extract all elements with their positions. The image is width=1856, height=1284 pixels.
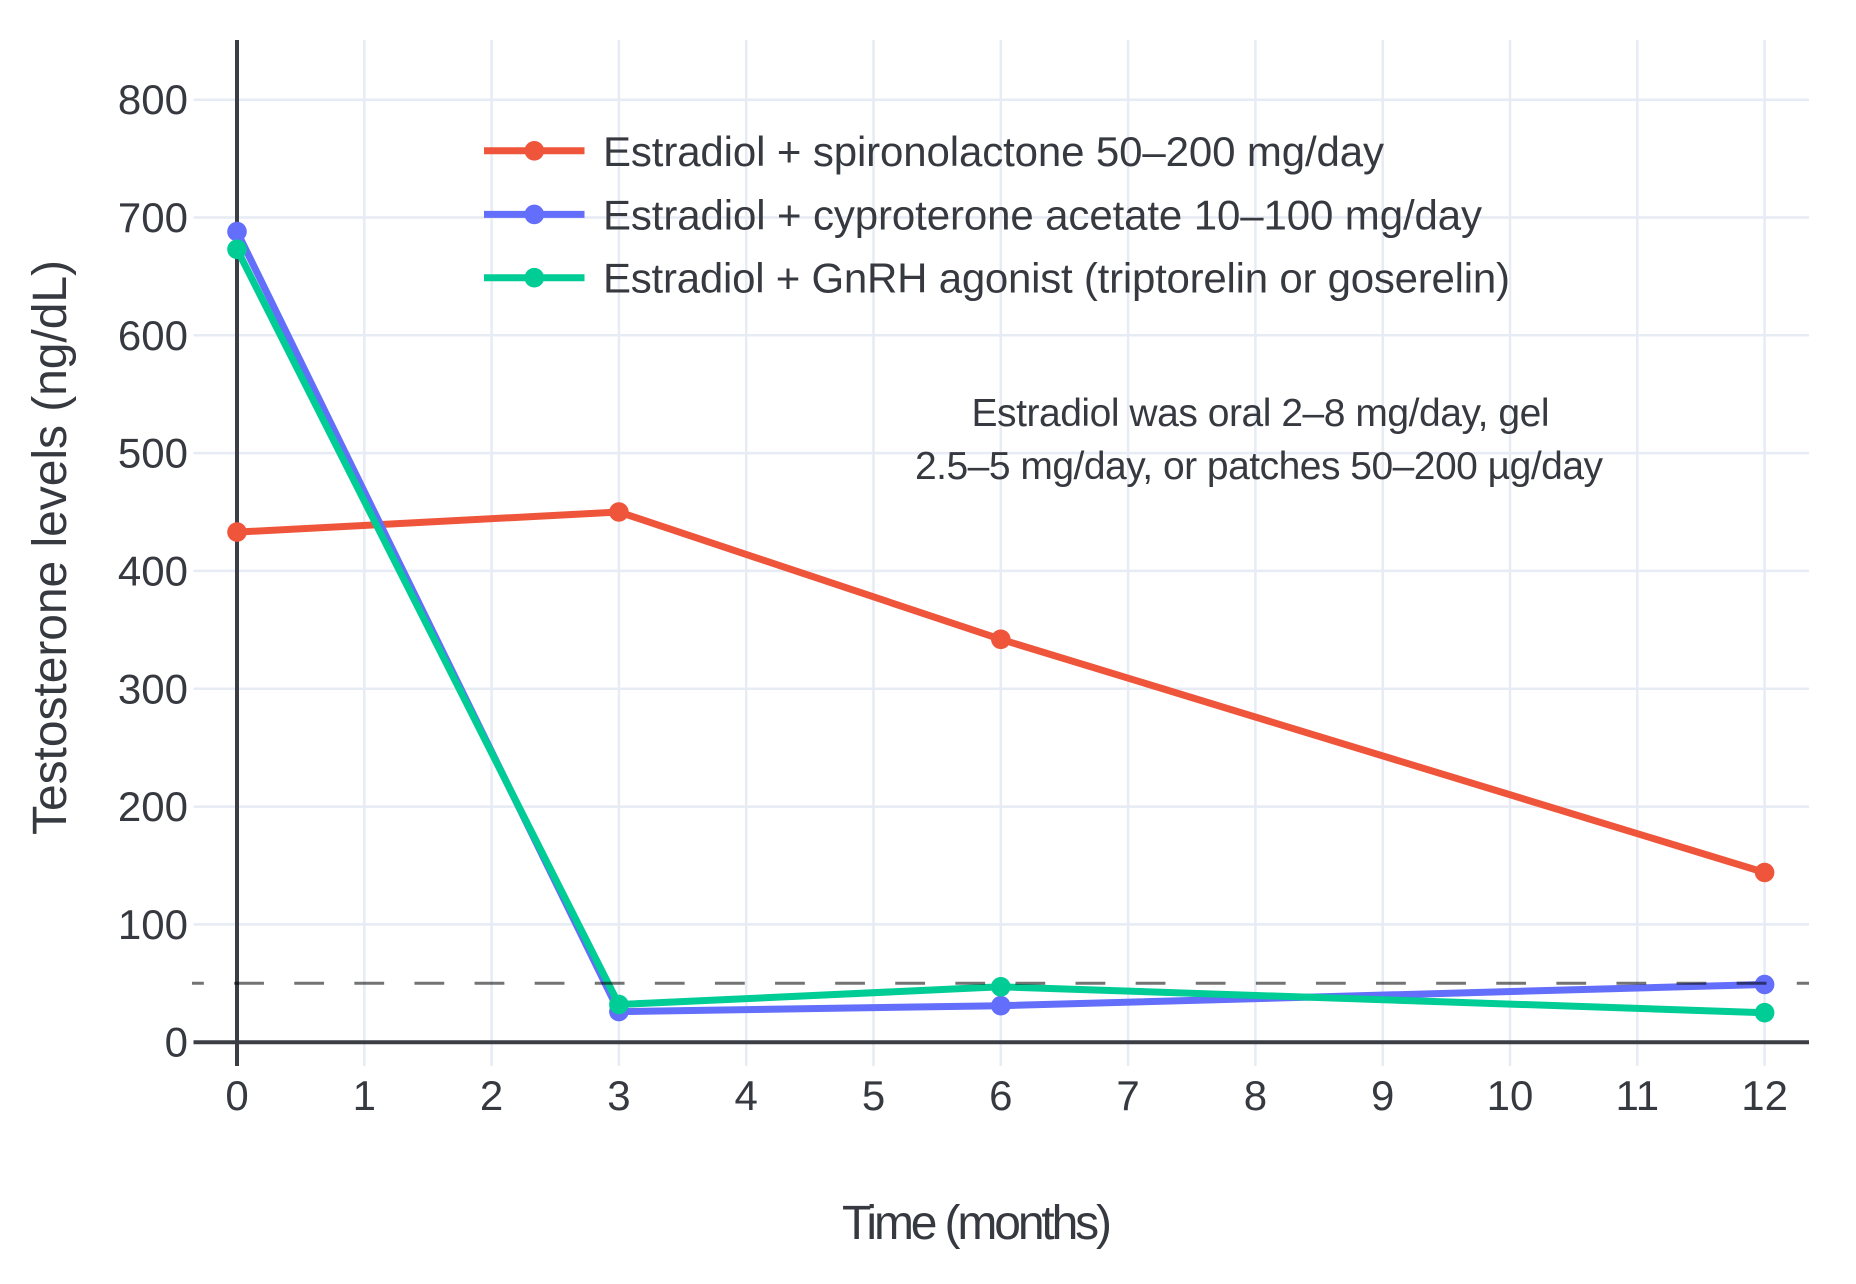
svg-text:11: 11 <box>1615 1072 1659 1119</box>
svg-text:800: 800 <box>118 76 188 123</box>
svg-text:4: 4 <box>735 1072 758 1119</box>
svg-text:Estradiol + cyproterone acetat: Estradiol + cyproterone acetate 10–100 m… <box>603 191 1482 238</box>
svg-text:0: 0 <box>165 1019 188 1066</box>
svg-text:300: 300 <box>118 665 188 712</box>
svg-text:700: 700 <box>118 194 188 241</box>
svg-text:Time (months): Time (months) <box>842 1197 1112 1250</box>
svg-text:Testosterone levels (ng/dL): Testosterone levels (ng/dL) <box>24 260 77 835</box>
svg-text:100: 100 <box>118 901 188 948</box>
svg-text:8: 8 <box>1244 1072 1267 1119</box>
svg-text:5: 5 <box>862 1072 885 1119</box>
svg-text:Estradiol + GnRH agonist (trip: Estradiol + GnRH agonist (triptorelin or… <box>603 255 1510 302</box>
svg-text:600: 600 <box>118 312 188 359</box>
svg-text:1: 1 <box>353 1072 376 1119</box>
svg-text:500: 500 <box>118 430 188 477</box>
svg-text:3: 3 <box>607 1072 630 1119</box>
svg-text:6: 6 <box>989 1072 1012 1119</box>
svg-text:12: 12 <box>1741 1072 1788 1119</box>
svg-text:2.5–5 mg/day, or patches 50–20: 2.5–5 mg/day, or patches 50–200 µg/day <box>915 445 1604 488</box>
svg-text:0: 0 <box>225 1072 248 1119</box>
svg-text:400: 400 <box>118 548 188 595</box>
svg-text:Estradiol was oral 2–8 mg/day,: Estradiol was oral 2–8 mg/day, gel <box>972 392 1550 435</box>
svg-text:200: 200 <box>118 783 188 830</box>
svg-text:10: 10 <box>1487 1072 1534 1119</box>
svg-text:7: 7 <box>1116 1072 1139 1119</box>
svg-text:Estradiol + spironolactone 50–: Estradiol + spironolactone 50–200 mg/day <box>603 128 1384 175</box>
svg-text:9: 9 <box>1371 1072 1394 1119</box>
svg-text:2: 2 <box>480 1072 503 1119</box>
